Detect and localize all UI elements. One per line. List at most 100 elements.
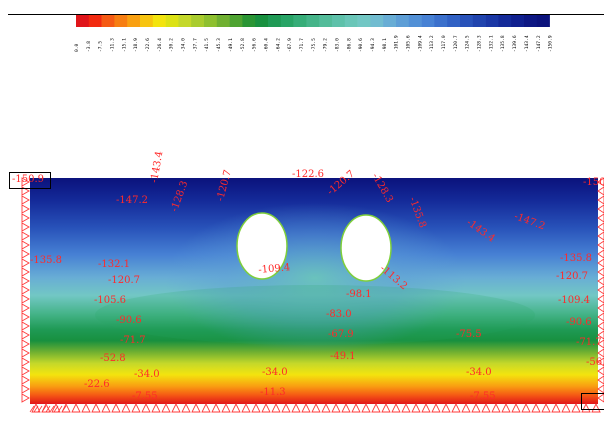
legend-swatch [101,15,115,27]
support-bottom [251,402,261,413]
legend-tick-label: -83.0 [335,38,341,52]
support-left [21,258,30,268]
support-bottom [541,402,551,413]
hatch-line [53,405,59,413]
support-right [597,312,604,322]
support-bottom [111,402,121,413]
support-bottom [451,402,461,413]
support-left [21,186,30,196]
legend-swatch [204,15,218,27]
support-right [597,321,604,331]
legend-swatch [460,15,474,27]
legend-swatch [434,15,448,27]
contour-label: -34.0 [134,369,160,380]
legend-tick-label: -128.3 [477,35,483,52]
legend-tick-label: -52.8 [240,38,246,52]
support-bottom [561,402,571,413]
top-rule [8,14,604,15]
legend-swatch [498,15,512,27]
legend-swatch [306,15,320,27]
support-left [21,303,30,313]
support-bottom [331,402,341,413]
legend-tick-labels: 0.0 -3.8 -7.5 -11.3 -15.1 -18.9 -22.6 -26.4 -30.… [74,35,554,52]
legend-swatch [229,15,243,27]
legend-swatch [255,15,269,27]
legend-swatch [242,15,256,27]
legend-tick-label: -75.5 [311,38,317,52]
support-left [21,375,30,385]
support-bottom [581,402,591,413]
support-left [21,339,30,349]
support-bottom [181,402,191,413]
contour-label: -147.2 [116,195,149,206]
support-bottom [241,402,251,413]
support-right [597,348,604,358]
support-bottom [261,402,271,413]
legend-tick-label: -109.4 [417,35,423,52]
support-bottom [341,402,351,413]
support-bottom [121,402,131,413]
contour-label: -7.55 [470,391,496,402]
hatch-line [29,405,35,413]
legend-tick-label: -64.2 [275,38,281,52]
support-right [597,258,604,268]
support-left [21,231,30,241]
contour-label: -52.8 [100,353,126,364]
contour-label: -120.7 [556,271,589,282]
legend-swatch [485,15,499,27]
contour-label: -90.6 [116,315,142,326]
contour-label: -122.6 [292,169,325,180]
contour-label: -109.4 [558,295,591,306]
support-left [21,312,30,322]
contour-label: -7.55 [132,391,158,402]
legend-swatch [370,15,384,27]
hatch-line [61,405,67,413]
legend-swatch [408,15,422,27]
legend-svg: 0.0 -3.8 -7.5 -11.3 -15.1 -18.9 -22.6 -26.4 -30.… [74,15,554,52]
legend-tick-label: -7.5 [98,41,104,52]
legend-tick-label: -86.8 [346,38,352,52]
support-left [21,384,30,394]
hatch-line [33,405,39,413]
support-bottom [151,402,161,413]
support-left [21,222,30,232]
support-right [597,177,604,187]
legend-tick-label: -150.9 [548,35,554,52]
legend-tick-label: 0.0 [74,43,80,52]
support-bottom [511,402,521,413]
support-bottom [321,402,331,413]
support-right [597,231,604,241]
support-right [597,303,604,313]
support-bottom [481,402,491,413]
support-bottom [591,402,601,413]
support-bottom [101,402,111,413]
contour-label: -120.7 [108,275,141,286]
legend-tick-label: -90.6 [358,38,364,52]
contour-band [95,285,535,345]
legend-tick-label: -41.5 [204,38,210,52]
contour-label: -150.9 [12,174,45,185]
contour-label: -98.1 [346,289,372,300]
contour-label: -49.1 [330,351,356,362]
support-bottom [351,402,361,413]
hatch-line [49,405,55,413]
contour-label: -56.6 [586,357,604,368]
support-bottom [311,402,321,413]
support-right [597,339,604,349]
legend-swatch [344,15,358,27]
support-bottom [401,402,411,413]
legend-tick-label: -49.1 [228,38,234,52]
legend-swatch [332,15,346,27]
support-bottom [81,402,91,413]
left-supports [21,177,30,403]
support-right [597,249,604,259]
contour-label: -71.7 [120,335,146,346]
legend-tick-label: -120.7 [453,35,459,52]
support-left [21,330,30,340]
legend-swatch [114,15,128,27]
support-left [21,204,30,214]
support-right [597,267,604,277]
support-left [21,276,30,286]
support-right [597,393,604,403]
support-bottom [501,402,511,413]
